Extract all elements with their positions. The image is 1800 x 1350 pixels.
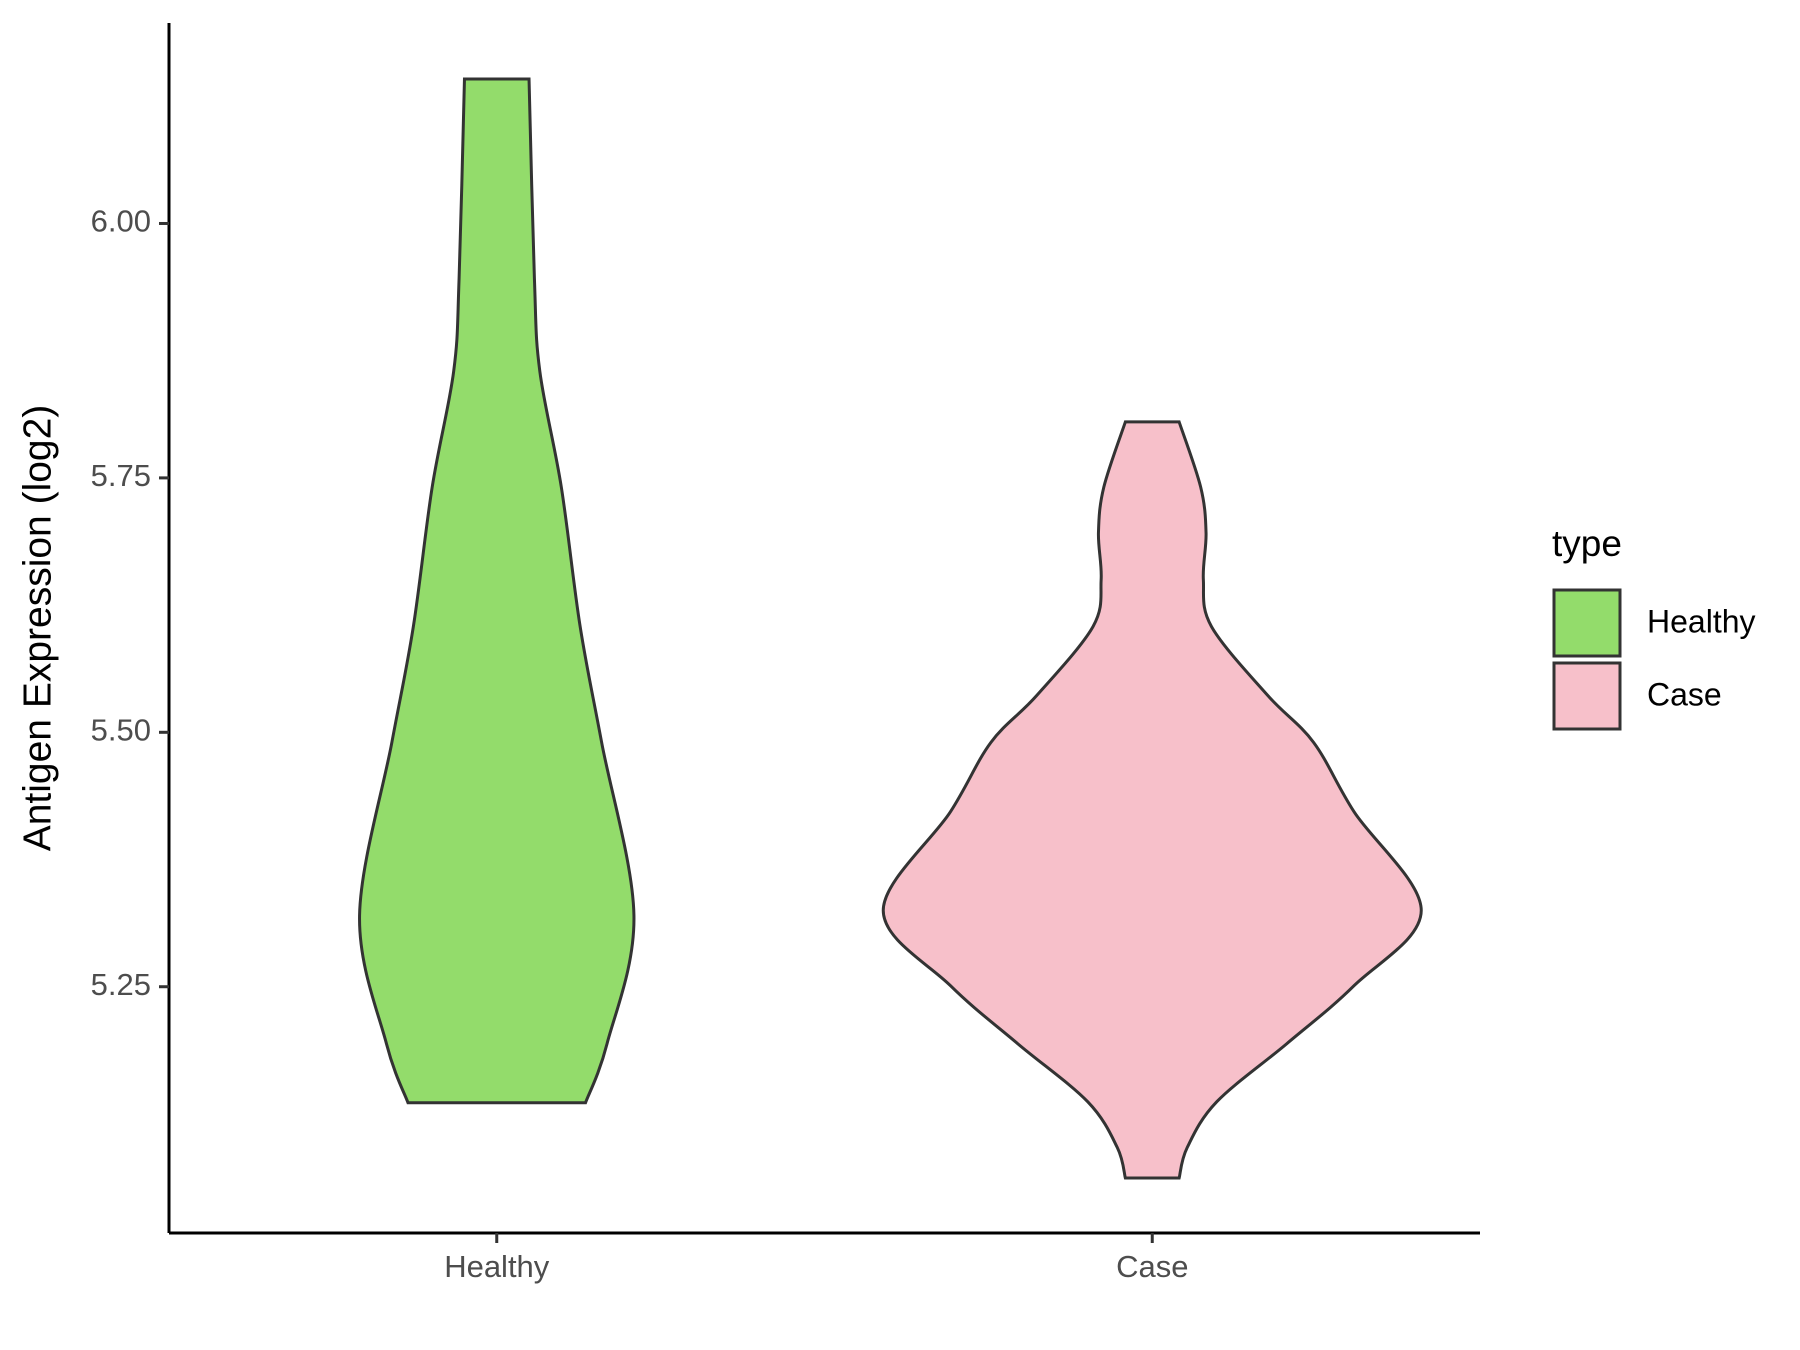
x-tick-label: Case (1116, 1249, 1188, 1284)
legend-title: type (1552, 523, 1622, 564)
legend-label: Case (1647, 676, 1722, 712)
y-tick-label: 5.75 (91, 458, 151, 493)
violin (358, 77, 636, 1105)
violin (881, 420, 1423, 1180)
legend-key (1552, 588, 1622, 658)
y-tick-label: 6.00 (91, 204, 151, 239)
y-tick-label: 5.25 (91, 967, 151, 1002)
legend-key (1552, 661, 1622, 731)
x-tick-label: Healthy (444, 1249, 550, 1284)
y-tick-label: 5.50 (91, 712, 151, 747)
y-axis-title: Antigen Expression (log2) (16, 405, 59, 852)
legend-label: Healthy (1647, 603, 1756, 639)
